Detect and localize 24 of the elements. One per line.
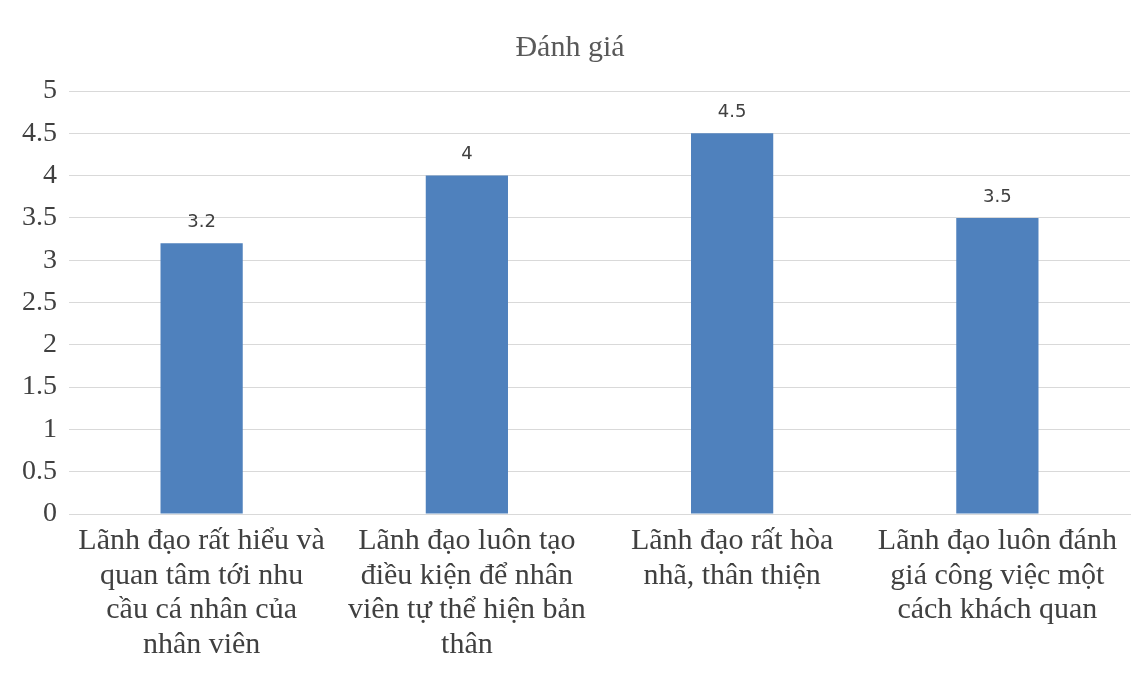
- x-tick-label: Lãnh đạo rất hiểu và quan tâm tới nhu cầu cá nhân của nhân viên: [78, 522, 325, 659]
- data-label: 4.5: [717, 99, 747, 121]
- bar: [691, 133, 774, 514]
- x-tick-label: Lãnh đạo luôn tạo điều kiện để nhân viên tự thể hiện bản thân: [347, 522, 586, 659]
- y-tick-label: 1.5: [22, 369, 57, 401]
- y-tick-label: 0: [43, 496, 57, 528]
- data-label: 4: [461, 142, 473, 164]
- x-tick-label: Lãnh đạo rất hòa nhã, thân thiện: [630, 522, 834, 590]
- y-tick-label: 1: [43, 411, 57, 443]
- y-tick-label: 3: [43, 242, 57, 274]
- data-label: 3.5: [983, 184, 1012, 206]
- x-tick-label: Lãnh đạo luôn đánh giá công việc một cách khách quan: [877, 522, 1117, 625]
- y-tick-label: 4.5: [22, 115, 57, 147]
- y-tick-label: 3.5: [22, 200, 57, 232]
- chart-title: Đánh giá: [515, 28, 625, 62]
- y-tick-label: 5: [43, 73, 57, 105]
- y-tick-label: 4: [43, 157, 57, 189]
- y-tick-label: 0.5: [22, 454, 57, 486]
- bar: [956, 217, 1039, 514]
- y-tick-label: 2.5: [22, 284, 57, 316]
- data-label: 3.2: [187, 209, 216, 231]
- bar: [160, 243, 243, 514]
- y-tick-label: 2: [43, 327, 57, 359]
- bar: [425, 175, 508, 514]
